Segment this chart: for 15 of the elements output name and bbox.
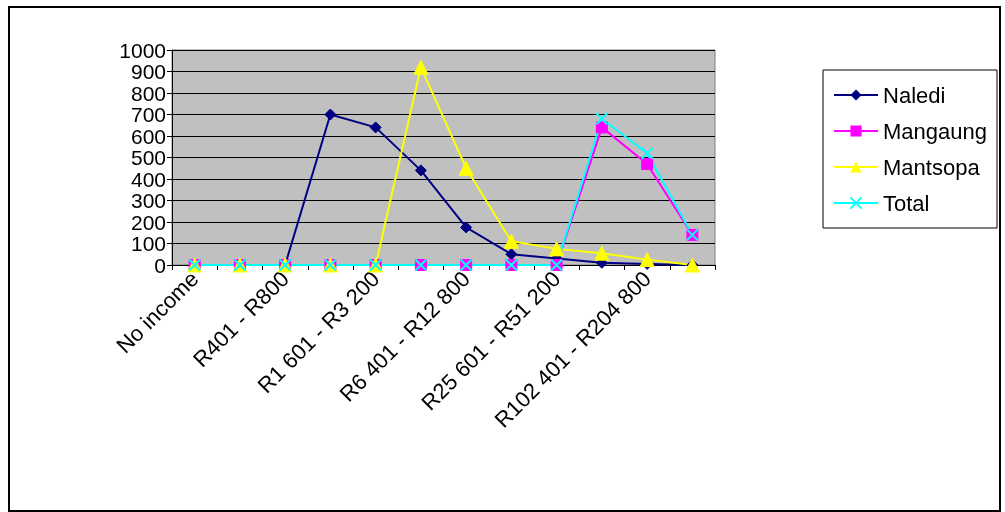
y-tick-label: 800 [130, 81, 166, 105]
y-tick-label: 100 [130, 232, 166, 255]
y-tick-label: 900 [130, 60, 166, 83]
y-tick-label: 400 [130, 167, 166, 191]
legend-label: Total [883, 190, 930, 216]
legend-label: Naledi [883, 82, 946, 108]
legend-label: Mantsopa [883, 154, 981, 180]
y-tick-label: 1000 [119, 38, 166, 62]
y-tick-label: 600 [130, 124, 166, 148]
legend-label: Mangaung [883, 118, 988, 144]
y-tick-label: 500 [130, 146, 166, 169]
y-tick-label: 300 [130, 189, 166, 212]
y-tick-label: 0 [154, 253, 166, 277]
y-tick-label: 200 [130, 210, 166, 234]
y-tick-label: 700 [130, 103, 166, 126]
